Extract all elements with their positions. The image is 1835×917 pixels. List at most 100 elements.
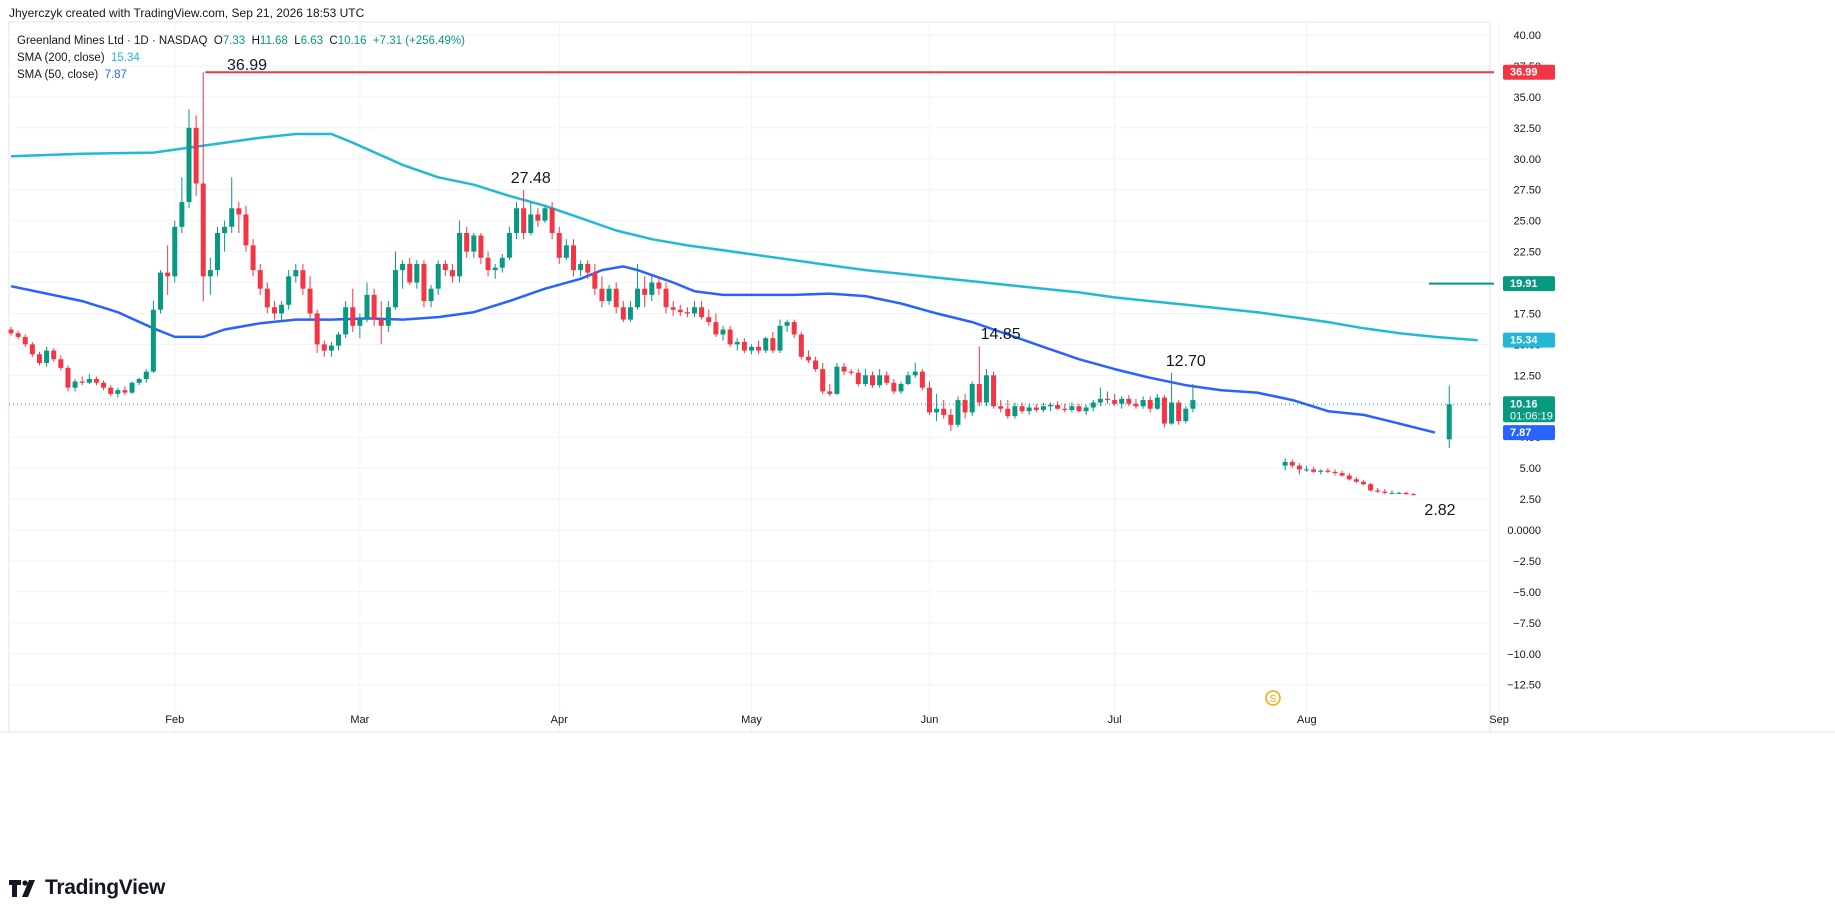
candle[interactable] <box>336 334 342 346</box>
candle[interactable] <box>392 270 398 308</box>
candle[interactable] <box>514 208 520 233</box>
candle[interactable] <box>884 375 890 383</box>
candle[interactable] <box>1183 408 1189 422</box>
candle[interactable] <box>279 304 285 314</box>
candle[interactable] <box>407 263 413 283</box>
candle[interactable] <box>1169 402 1175 424</box>
candle[interactable] <box>1026 407 1032 412</box>
candle[interactable] <box>635 288 641 308</box>
candle[interactable] <box>763 338 769 351</box>
candle[interactable] <box>1176 402 1182 422</box>
candle[interactable] <box>998 406 1004 409</box>
candle[interactable] <box>307 288 313 314</box>
candle[interactable] <box>699 307 705 318</box>
candle[interactable] <box>485 257 491 271</box>
candle[interactable] <box>207 270 213 277</box>
candle[interactable] <box>371 294 377 320</box>
candle[interactable] <box>471 235 477 252</box>
candle[interactable] <box>229 208 235 227</box>
candle[interactable] <box>150 309 156 372</box>
candle[interactable] <box>1040 406 1046 410</box>
candle[interactable] <box>136 379 142 383</box>
projected-candle[interactable] <box>1296 465 1302 470</box>
candle[interactable] <box>599 288 605 302</box>
candle[interactable] <box>158 272 164 310</box>
candle[interactable] <box>1104 398 1110 401</box>
candle[interactable] <box>805 356 811 361</box>
candle[interactable] <box>364 294 370 320</box>
sma50-legend[interactable]: SMA (50, close) 7.87 <box>17 69 127 81</box>
candle[interactable] <box>855 372 861 384</box>
candle[interactable] <box>521 208 527 233</box>
candle[interactable] <box>86 379 92 383</box>
candle[interactable] <box>898 383 904 392</box>
candle[interactable] <box>1161 397 1167 424</box>
candle[interactable] <box>22 336 28 345</box>
candle[interactable] <box>663 288 669 308</box>
candle[interactable] <box>321 344 327 351</box>
candle[interactable] <box>613 288 619 308</box>
candle[interactable] <box>983 375 989 403</box>
candle[interactable] <box>72 381 78 388</box>
candle[interactable] <box>65 367 71 388</box>
candle[interactable] <box>962 400 968 413</box>
candle[interactable] <box>44 350 50 363</box>
candle[interactable] <box>478 235 484 258</box>
candle[interactable] <box>592 272 598 289</box>
candle[interactable] <box>684 312 690 314</box>
candle[interactable] <box>820 369 826 392</box>
projected-candle[interactable] <box>1410 494 1416 496</box>
candle[interactable] <box>179 202 185 227</box>
candle[interactable] <box>677 309 683 313</box>
candle[interactable] <box>777 325 783 351</box>
candle[interactable] <box>1055 405 1061 409</box>
candle[interactable] <box>1126 398 1132 404</box>
projected-candle[interactable] <box>1389 492 1395 494</box>
candle[interactable] <box>200 183 206 277</box>
candle[interactable] <box>1019 406 1025 412</box>
candle[interactable] <box>549 208 555 233</box>
candle[interactable] <box>115 390 121 394</box>
candle[interactable] <box>435 263 441 289</box>
candle[interactable] <box>1090 402 1096 408</box>
candle[interactable] <box>649 282 655 295</box>
candle[interactable] <box>1190 400 1196 409</box>
candle[interactable] <box>720 329 726 335</box>
event-marker-icon[interactable] <box>1265 690 1281 706</box>
candle[interactable] <box>1048 405 1054 407</box>
projected-candle[interactable] <box>1396 492 1402 494</box>
candle[interactable] <box>243 214 249 246</box>
candle[interactable] <box>912 371 918 376</box>
candle[interactable] <box>941 408 947 415</box>
candle[interactable] <box>499 257 505 268</box>
candle[interactable] <box>186 127 192 203</box>
candle[interactable] <box>926 387 932 413</box>
projected-candle[interactable] <box>1304 469 1310 471</box>
candle[interactable] <box>414 263 420 283</box>
candle[interactable] <box>457 233 463 277</box>
candle[interactable] <box>400 263 406 271</box>
candle[interactable] <box>991 375 997 407</box>
projected-candle[interactable] <box>1282 461 1288 466</box>
candle[interactable] <box>1140 400 1146 407</box>
candle[interactable] <box>271 307 277 314</box>
candle[interactable] <box>756 346 762 351</box>
candle[interactable] <box>713 322 719 335</box>
candle[interactable] <box>791 322 797 335</box>
sma200-legend[interactable]: SMA (200, close) 15.34 <box>17 52 140 64</box>
candle[interactable] <box>727 329 733 345</box>
candle[interactable] <box>770 338 776 351</box>
candle[interactable] <box>798 334 804 357</box>
candle[interactable] <box>862 375 868 384</box>
candle[interactable] <box>421 263 427 302</box>
candle[interactable] <box>378 319 384 326</box>
candle[interactable] <box>492 267 498 271</box>
candle[interactable] <box>101 382 107 388</box>
candle[interactable] <box>870 375 876 386</box>
candle[interactable] <box>293 270 299 277</box>
candle[interactable] <box>1112 400 1118 404</box>
projected-candle[interactable] <box>1346 475 1352 480</box>
candle[interactable] <box>741 341 747 351</box>
projected-candle[interactable] <box>1360 481 1366 485</box>
